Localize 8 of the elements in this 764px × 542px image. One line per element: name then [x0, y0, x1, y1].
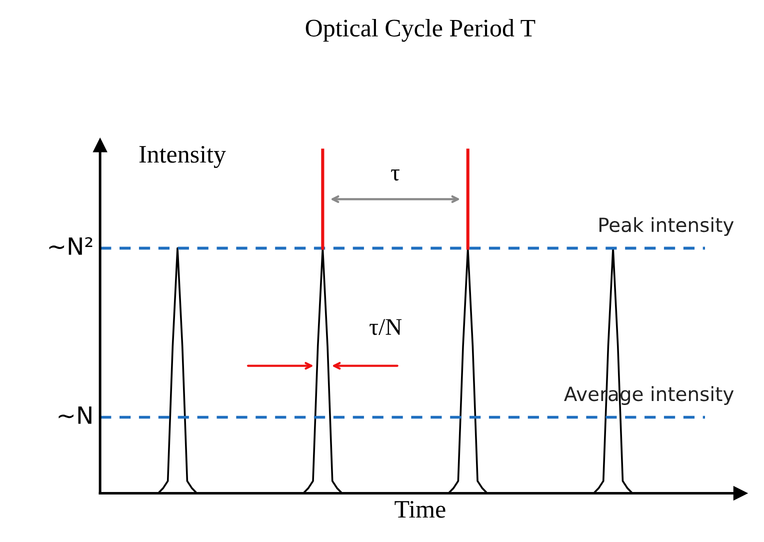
text: τ: [391, 170, 400, 181]
ref-line-label: Peak intensity: [599, 217, 734, 236]
annotation: τ/N: [370, 319, 402, 335]
text: ~N: [58, 406, 92, 424]
x-axis-title: Time: [394, 500, 446, 518]
y-axis-title: Intensity: [139, 146, 226, 168]
chart-title: Optical Cycle Period T: [306, 18, 536, 42]
text: ~N²: [49, 237, 92, 255]
